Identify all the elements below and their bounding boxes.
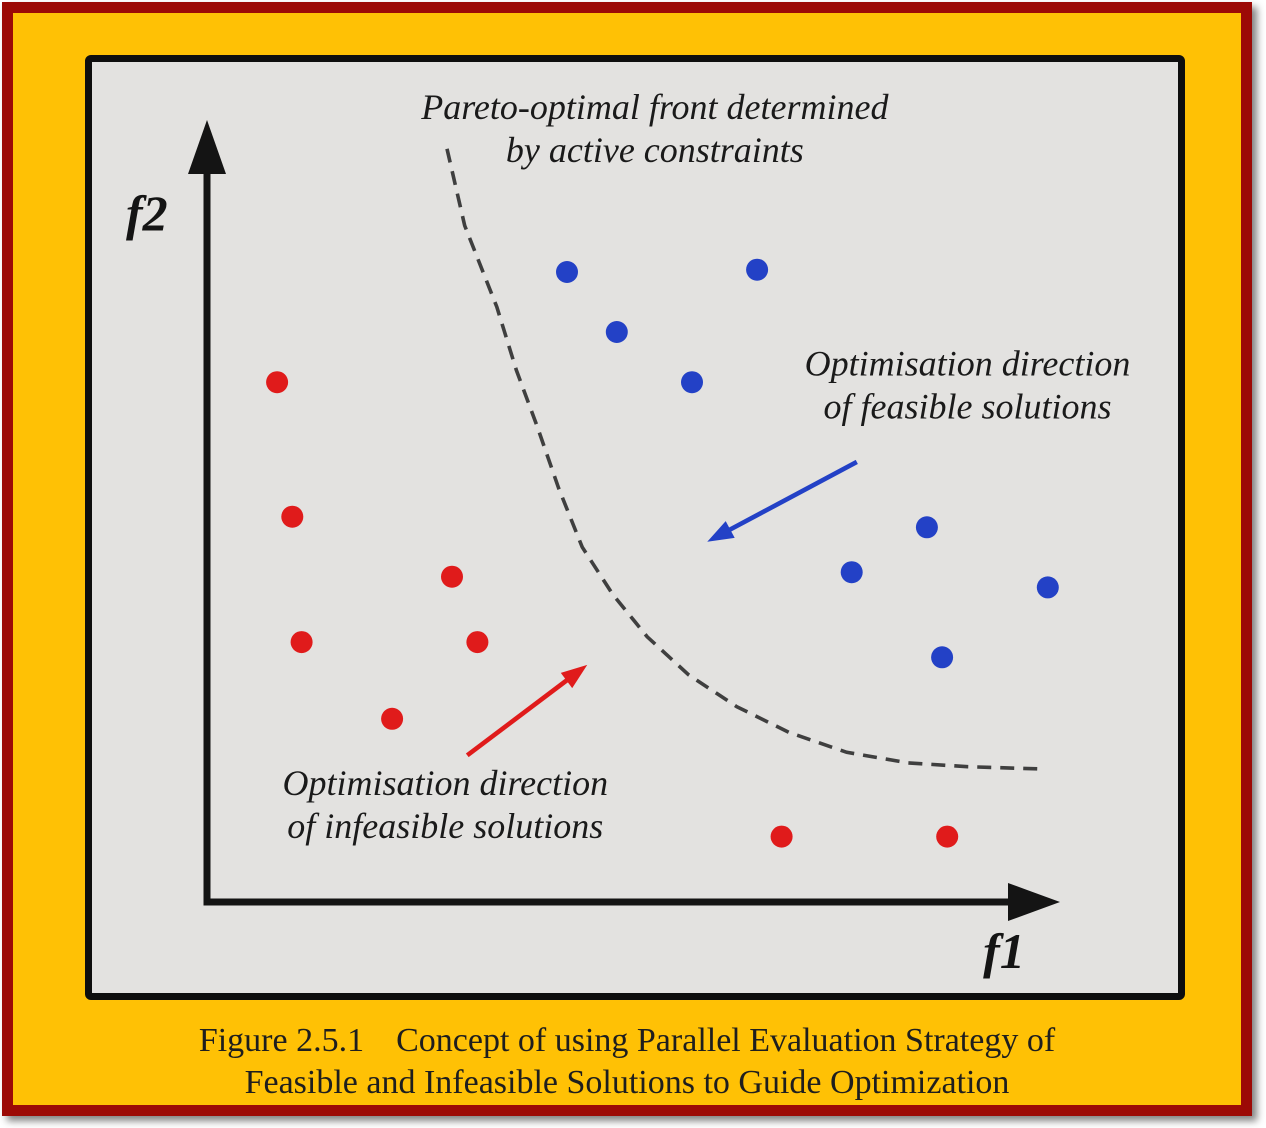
figure-caption: Figure 2.5.1 Concept of using Parallel Ev… bbox=[13, 1020, 1241, 1104]
feasible-point bbox=[840, 561, 863, 584]
feasible-point bbox=[746, 258, 769, 281]
infeasible-point bbox=[466, 631, 489, 654]
axes-lines bbox=[203, 152, 1016, 906]
feasible-direction-arrow-head-icon bbox=[707, 521, 735, 542]
feasible-point bbox=[1036, 576, 1059, 599]
infeasible-point bbox=[770, 825, 793, 848]
feasible-point bbox=[605, 321, 628, 343]
chart-svg: f2 f1 Pareto-optimal front determined by ac… bbox=[126, 87, 1131, 979]
caption-line-1: Figure 2.5.1 Concept of using Parallel Ev… bbox=[13, 1020, 1241, 1062]
feasible-point bbox=[915, 516, 938, 539]
figure-container: f2 f1 Pareto-optimal front determined by ac… bbox=[2, 2, 1252, 1116]
caption-text-1: Concept of using Parallel Evaluation Str… bbox=[396, 1022, 1056, 1059]
infeasible-point bbox=[381, 707, 404, 730]
feasible-direction-label: Optimisation direction of feasible soluti… bbox=[805, 343, 1131, 426]
infeasible-point bbox=[936, 825, 959, 848]
figure-number: Figure 2.5.1 bbox=[198, 1022, 365, 1059]
infeasible-direction-label: Optimisation direction of infeasible solu… bbox=[282, 763, 608, 846]
infeasible-point bbox=[441, 565, 463, 588]
infeasible-direction-arrow bbox=[465, 676, 572, 758]
pareto-front-label: Pareto-optimal front determined by active… bbox=[420, 87, 889, 170]
infeasible-point bbox=[266, 371, 289, 394]
y-axis-label: f2 bbox=[126, 185, 168, 241]
pareto-front-curve bbox=[445, 148, 1042, 771]
y-axis-arrowhead-icon bbox=[188, 120, 226, 174]
x-axis-label: f1 bbox=[983, 923, 1025, 979]
feasible-point bbox=[681, 371, 703, 394]
x-axis-arrowhead-icon bbox=[1008, 883, 1060, 921]
feasible-point bbox=[931, 646, 954, 669]
infeasible-direction-arrow-head-icon bbox=[560, 664, 588, 689]
infeasible-point bbox=[281, 505, 304, 528]
chart-panel: f2 f1 Pareto-optimal front determined by ac… bbox=[85, 55, 1185, 1000]
feasible-point bbox=[556, 261, 578, 283]
infeasible-point bbox=[290, 631, 313, 654]
feasible-direction-arrow bbox=[725, 459, 858, 534]
caption-line-2: Feasible and Infeasible Solutions to Gui… bbox=[244, 1064, 1010, 1101]
